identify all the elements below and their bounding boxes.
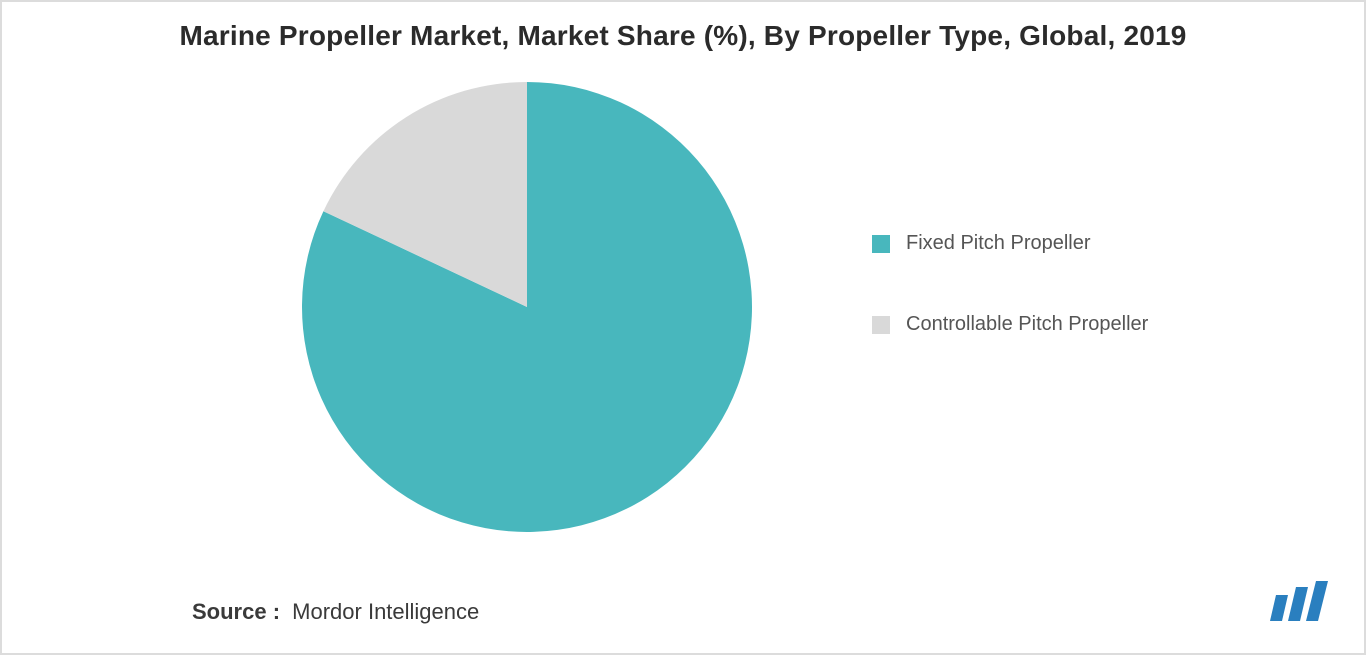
source-prefix: Source : xyxy=(192,599,280,624)
chart-title: Marine Propeller Market, Market Share (%… xyxy=(2,20,1364,52)
chart-frame: Marine Propeller Market, Market Share (%… xyxy=(0,0,1366,655)
logo-bar-icon xyxy=(1270,595,1288,621)
legend-label: Fixed Pitch Propeller xyxy=(906,232,1091,255)
legend-label: Controllable Pitch Propeller xyxy=(906,313,1148,336)
source-attribution: Source : Mordor Intelligence xyxy=(192,599,479,625)
legend-swatch-icon xyxy=(872,235,890,253)
legend-item-fixed-pitch: Fixed Pitch Propeller xyxy=(872,232,1252,255)
logo-bar-icon xyxy=(1306,581,1328,621)
legend: Fixed Pitch Propeller Controllable Pitch… xyxy=(872,232,1252,394)
logo-bar-icon xyxy=(1288,587,1308,621)
mordor-logo-icon xyxy=(1266,581,1334,629)
legend-swatch-icon xyxy=(872,316,890,334)
pie-chart xyxy=(302,82,752,532)
source-text: Mordor Intelligence xyxy=(292,599,479,624)
legend-item-controllable-pitch: Controllable Pitch Propeller xyxy=(872,313,1252,336)
